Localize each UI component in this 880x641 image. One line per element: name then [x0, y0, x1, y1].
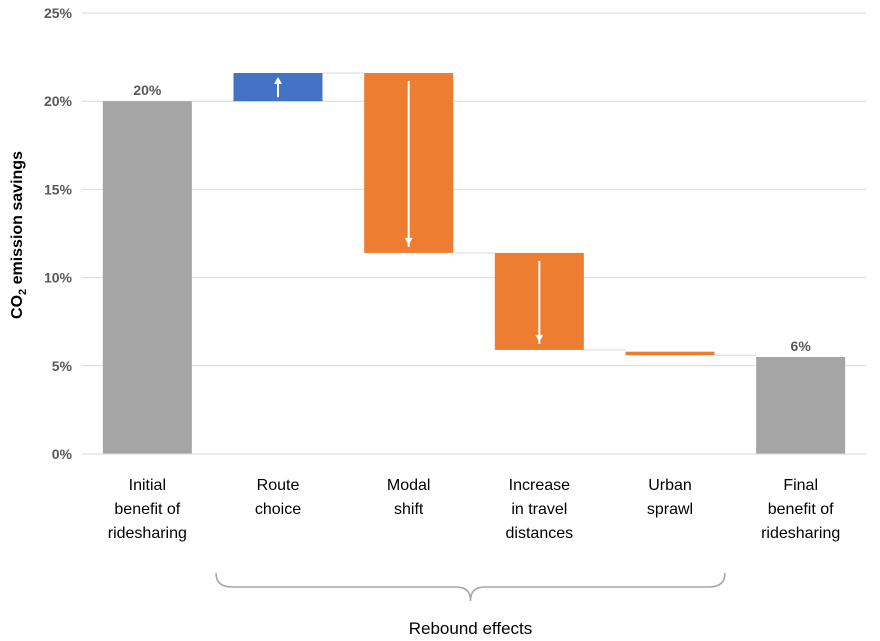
category-label: Route choice — [255, 477, 301, 518]
y-tick-label: 20% — [44, 93, 73, 109]
data-labels: 20% 6% — [133, 82, 811, 354]
bars — [102, 72, 846, 454]
y-tick-label: 0% — [52, 446, 73, 462]
y-axis-ticks: 0% 5% 10% 15% 20% 25% — [44, 5, 73, 462]
category-label: Final benefit of ridesharing — [761, 477, 840, 542]
data-label: 20% — [133, 82, 162, 98]
category-label: Modal shift — [387, 477, 431, 518]
rebound-effects-label: Rebound effects — [409, 619, 533, 638]
bar-4 — [625, 351, 715, 356]
bar-0 — [102, 101, 192, 454]
category-label: Initial benefit of ridesharing — [108, 477, 187, 542]
y-tick-label: 5% — [52, 358, 73, 374]
category-labels: Initial benefit of ridesharing Route choice M… — [108, 477, 840, 542]
y-tick-label: 15% — [44, 181, 73, 197]
y-tick-label: 25% — [44, 5, 73, 21]
direction-arrows — [274, 76, 544, 344]
arrow-head — [404, 237, 413, 245]
rebound-brace — [215, 572, 726, 602]
y-axis-label: CO2 emission savings — [9, 151, 29, 319]
category-label: Increase in travel distances — [506, 477, 574, 542]
connector-lines — [191, 72, 757, 356]
data-label: 6% — [791, 338, 812, 354]
y-tick-label: 10% — [44, 270, 73, 286]
category-label: Urban sprawl — [647, 477, 693, 518]
bar-5 — [756, 356, 846, 454]
arrow-head — [274, 76, 282, 84]
gridlines — [82, 12, 866, 367]
arrow-head — [535, 334, 544, 342]
